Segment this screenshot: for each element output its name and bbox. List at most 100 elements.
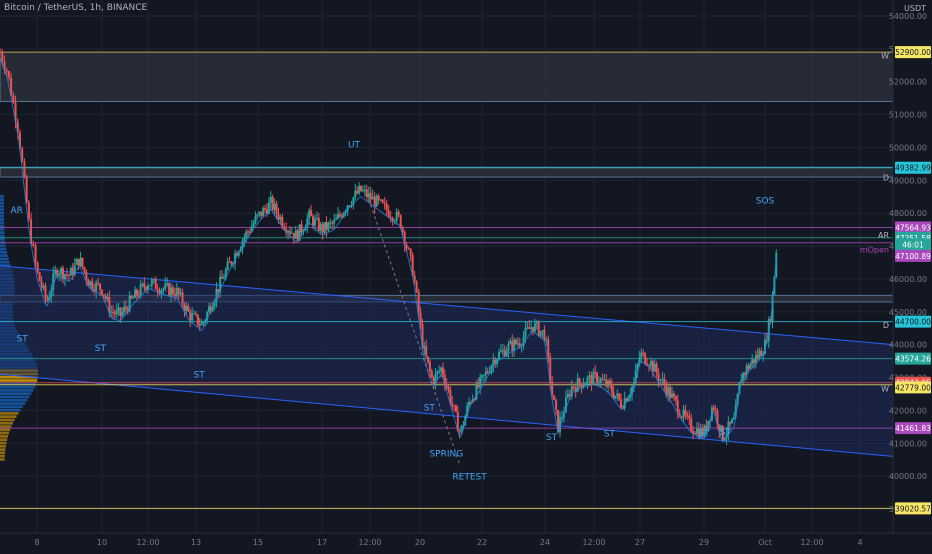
candle-body (453, 405, 456, 407)
candle-body (720, 425, 723, 432)
candle-body (403, 231, 406, 246)
candle-body (352, 197, 355, 205)
volume-profile-bar (0, 425, 12, 428)
volume-profile-bar (0, 227, 5, 231)
volume-profile-bar (0, 264, 11, 267)
candle-body (421, 324, 424, 349)
candle-body (346, 205, 349, 211)
candle-body (467, 402, 470, 406)
volume-profile-bar (0, 198, 5, 202)
candle-body (616, 393, 619, 396)
candle-body (335, 218, 338, 220)
time-axis-tick: 12:00 (582, 538, 605, 547)
candle-body (189, 311, 192, 321)
volume-profile-bar (0, 405, 23, 409)
candle-body (699, 428, 702, 438)
volume-profile-bar (0, 254, 8, 257)
candle-body (360, 185, 363, 191)
candle-body (697, 428, 700, 438)
candle-body (456, 411, 459, 432)
candle-body (391, 217, 394, 222)
volume-profile-bar (0, 441, 7, 445)
volume-profile-bar (0, 201, 5, 205)
candle-body (0, 52, 1, 54)
candle-body (640, 352, 643, 358)
candle-body (185, 305, 188, 312)
candle-body (331, 222, 334, 224)
volume-profile-bar (0, 244, 6, 248)
candle-body (52, 273, 55, 290)
candle-body (379, 199, 382, 201)
candle-body (294, 230, 297, 239)
candle-body (415, 281, 418, 292)
candle-body (543, 330, 546, 341)
time-axis-tick: 12:00 (358, 538, 381, 547)
candle-body (419, 312, 422, 325)
candle-body (603, 379, 606, 381)
candle-body (277, 213, 280, 220)
candle-body (484, 371, 487, 375)
price-tag-label: 47564.93 (895, 223, 931, 232)
candle-body (532, 327, 535, 332)
time-axis-tick: 12:00 (800, 538, 823, 547)
candle-body (281, 216, 284, 227)
candle-body (241, 240, 244, 249)
candle-body (511, 341, 514, 351)
candle-body (509, 341, 512, 345)
candle-body (99, 283, 102, 290)
candle-body (747, 365, 750, 369)
candle-body (440, 367, 443, 372)
candle-body (162, 288, 165, 290)
candle-body (492, 359, 495, 366)
candle-body (60, 268, 63, 275)
price-axis-tick: 48000.00 (889, 209, 927, 218)
candle-body (462, 425, 465, 427)
candle-body (12, 95, 15, 103)
candle-body (132, 297, 135, 299)
candle-body (298, 224, 301, 241)
candle-body (139, 284, 142, 296)
price-axis-tick: 40000.00 (889, 472, 927, 481)
candle-body (753, 359, 756, 364)
price-tag-box (895, 249, 931, 262)
channel-upper-line (0, 265, 894, 346)
price-tag-label: 52900.00 (895, 48, 931, 57)
candle-body (399, 215, 402, 228)
candle-body (209, 306, 212, 312)
candle-body (695, 428, 698, 435)
candle-body (365, 189, 368, 198)
candle-body (130, 295, 133, 298)
candle-body (557, 409, 560, 433)
candle-body (560, 417, 563, 419)
price-tag-box (895, 221, 931, 234)
candle-body (3, 61, 6, 70)
candle-body (83, 266, 86, 272)
price-axis-tick: 52000.00 (889, 78, 927, 87)
candle-body (371, 196, 374, 200)
time-axis-tick: 29 (699, 538, 709, 547)
volume-profile-bar (0, 392, 32, 396)
candle-body (674, 396, 677, 401)
candle-body (168, 283, 171, 296)
candle-body (202, 322, 205, 324)
candle-body (657, 373, 660, 381)
candle-body (30, 219, 33, 244)
candle-body (623, 398, 626, 409)
candle-body (160, 289, 163, 294)
supply-demand-zone (0, 51, 894, 102)
price-tag-box (895, 352, 931, 365)
candle-body (574, 387, 577, 392)
candle-body (423, 346, 426, 349)
candle-body (559, 417, 562, 433)
candle-body (101, 289, 103, 295)
candle-body (108, 296, 111, 313)
candle-body (217, 289, 220, 293)
candle-body (113, 313, 116, 315)
candle-body (680, 416, 683, 418)
volume-profile-bar (0, 448, 6, 451)
candle-body (124, 306, 127, 309)
candle-body (614, 395, 617, 399)
candle-body (361, 190, 364, 192)
